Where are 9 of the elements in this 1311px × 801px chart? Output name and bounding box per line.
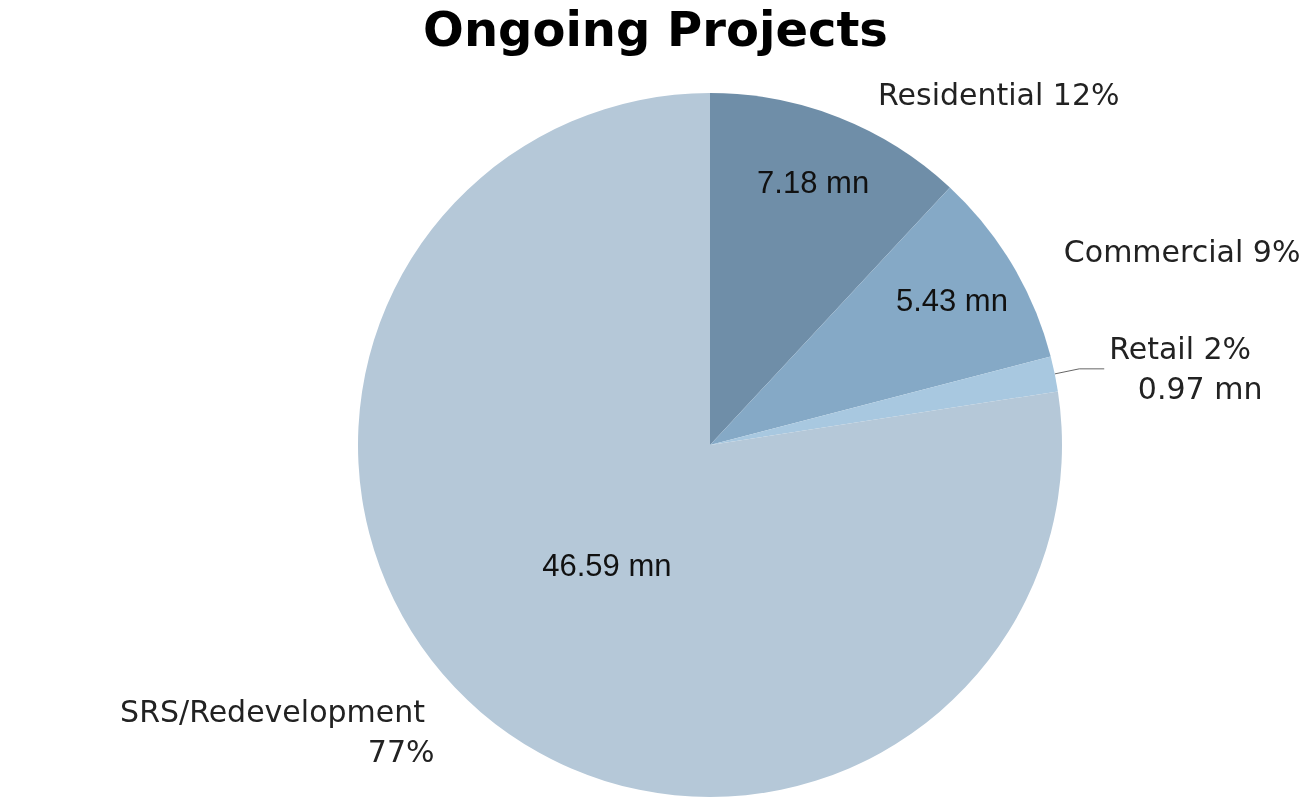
- chart-title: Ongoing Projects: [423, 1, 888, 57]
- slice-label: Retail 2%: [1109, 331, 1252, 367]
- slice-label: Residential 12%: [878, 76, 1120, 112]
- slice-label: SRS/Redevelopment 77%: [120, 693, 435, 769]
- slice-label: Commercial 9%: [1063, 234, 1301, 270]
- data-label: 7.18 mn: [757, 165, 870, 201]
- data-label: 5.43 mn: [895, 283, 1008, 319]
- data-label: 0.97 mn: [1109, 371, 1263, 407]
- data-label: 46.59 mn: [542, 547, 672, 583]
